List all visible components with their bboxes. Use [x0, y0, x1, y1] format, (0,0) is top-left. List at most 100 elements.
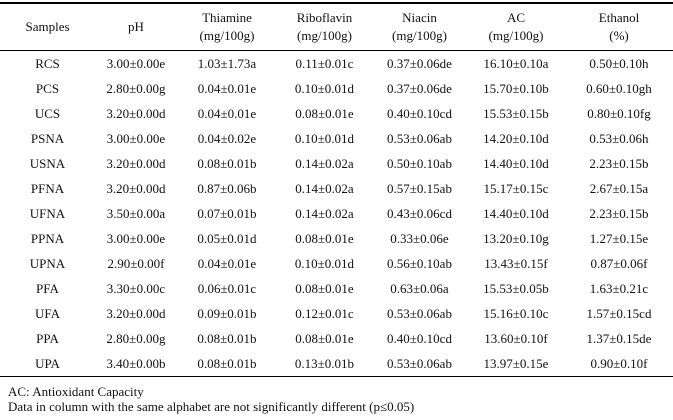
value-cell: 3.00±0.00e — [106, 230, 166, 246]
sample-name-cell: PPA — [36, 330, 59, 346]
value-cell: 0.50±0.10h — [589, 55, 649, 71]
data-table: Samples pH Thiamine (mg/100g) Riboflavin… — [0, 2, 673, 377]
value-cell: 3.50±0.00a — [106, 205, 166, 221]
value-cell: 13.43±0.15f — [484, 255, 548, 271]
table-row: UFNA 3.50±0.00a 0.07±0.01b 0.14±0.02a 0.43±0… — [0, 201, 673, 226]
table-row: USNA 3.20±0.00d 0.08±0.01b 0.14±0.02a 0.50±0… — [0, 151, 673, 176]
value-cell: 15.53±0.15b — [483, 105, 549, 121]
column-label: Thiamine — [202, 10, 252, 25]
value-cell: 1.63±0.21c — [589, 280, 649, 296]
column-header-ac: AC (mg/100g) — [467, 3, 565, 51]
column-label: AC — [506, 10, 526, 25]
value-cell: 0.04±0.01e — [197, 105, 257, 121]
value-cell: 1.03±1.73a — [197, 55, 257, 71]
value-cell: 0.56±0.10ab — [387, 255, 452, 271]
value-cell: 0.10±0.01d — [294, 80, 355, 96]
value-cell: 0.33±0.06e — [390, 230, 449, 246]
value-cell: 0.08±0.01e — [295, 280, 354, 296]
column-label: Niacin — [402, 10, 437, 25]
value-cell: 0.50±0.10ab — [387, 155, 452, 171]
column-unit: (mg/100g) — [488, 28, 544, 43]
value-cell: 0.04±0.02e — [197, 130, 257, 146]
column-header-ph: pH — [95, 3, 177, 51]
value-cell: 15.53±0.05b — [483, 280, 549, 296]
column-header-riboflavin: Riboflavin (mg/100g) — [277, 3, 372, 51]
sample-name-cell: UPNA — [29, 255, 66, 271]
table-body: RCS 3.00±0.00e 1.03±1.73a 0.11±0.01c 0.37±0.… — [0, 51, 673, 377]
sample-name-cell: PCS — [35, 80, 60, 96]
value-cell: 0.37±0.06de — [387, 80, 452, 96]
footnote-significance: Data in column with the same alphabet ar… — [8, 399, 415, 414]
value-cell: 0.07±0.01b — [197, 205, 257, 221]
sample-name-cell: UPA — [35, 355, 60, 371]
value-cell: 0.06±0.01c — [197, 280, 257, 296]
column-header-niacin: Niacin (mg/100g) — [372, 3, 467, 51]
value-cell: 14.20±0.10d — [483, 130, 549, 146]
value-cell: 0.53±0.06h — [589, 130, 649, 146]
value-cell: 15.16±0.10c — [483, 305, 549, 321]
sample-name-cell: PPNA — [30, 230, 65, 246]
footnotes: AC: Antioxidant Capacity Data in column … — [8, 384, 673, 414]
table-row: PPA 2.80±0.00g 0.08±0.01b 0.08±0.01e 0.40±0.… — [0, 326, 673, 351]
sample-name-cell: UCS — [34, 105, 61, 121]
value-cell: 13.20±0.10g — [483, 230, 549, 246]
column-header-ethanol: Ethanol (%) — [565, 3, 673, 51]
value-cell: 0.60±0.10gh — [586, 80, 652, 96]
value-cell: 2.67±0.15a — [589, 180, 649, 196]
table-row: PFNA 3.20±0.00d 0.87±0.06b 0.14±0.02a 0.57±0… — [0, 176, 673, 201]
column-header-samples: Samples — [0, 3, 95, 51]
table-row: RCS 3.00±0.00e 1.03±1.73a 0.11±0.01c 0.37±0.… — [0, 51, 673, 77]
table-row: PSNA 3.00±0.00e 0.04±0.02e 0.10±0.01d 0.53±0… — [0, 126, 673, 151]
sample-name-cell: PFNA — [30, 180, 65, 196]
column-label: Samples — [25, 19, 70, 34]
value-cell: 3.00±0.00e — [106, 130, 166, 146]
column-unit: (%) — [609, 28, 629, 43]
value-cell: 0.14±0.02a — [295, 180, 354, 196]
value-cell: 0.14±0.02a — [295, 155, 354, 171]
table-row: UFA 3.20±0.00d 0.09±0.01b 0.12±0.01c 0.53±0.… — [0, 301, 673, 326]
column-label: Riboflavin — [296, 10, 353, 25]
sample-name-cell: PFA — [36, 280, 59, 296]
sample-name-cell: PSNA — [30, 130, 65, 146]
value-cell: 3.20±0.00d — [106, 180, 166, 196]
table-row: PCS 2.80±0.00g 0.04±0.01e 0.10±0.01d 0.37±0.… — [0, 76, 673, 101]
value-cell: 0.13±0.01b — [294, 355, 355, 371]
table-header: Samples pH Thiamine (mg/100g) Riboflavin… — [0, 3, 673, 51]
value-cell: 0.63±0.06a — [390, 280, 449, 296]
column-unit: (mg/100g) — [199, 28, 255, 43]
value-cell: 0.11±0.01c — [295, 55, 354, 71]
value-cell: 14.40±0.10d — [483, 205, 549, 221]
value-cell: 0.09±0.01b — [197, 305, 257, 321]
value-cell: 0.90±0.10f — [590, 355, 648, 371]
sample-name-cell: UFA — [34, 305, 61, 321]
table-row: PFA 3.30±0.00c 0.06±0.01c 0.08±0.01e 0.63±0.… — [0, 276, 673, 301]
value-cell: 15.17±0.15c — [483, 180, 549, 196]
value-cell: 2.23±0.15b — [589, 205, 649, 221]
value-cell: 0.14±0.02a — [295, 205, 354, 221]
value-cell: 0.53±0.06ab — [387, 305, 452, 321]
value-cell: 2.80±0.00g — [106, 330, 166, 346]
value-cell: 0.08±0.01b — [197, 355, 257, 371]
value-cell: 0.87±0.06f — [590, 255, 648, 271]
value-cell: 0.08±0.01b — [197, 155, 257, 171]
value-cell: 0.08±0.01e — [295, 230, 354, 246]
value-cell: 0.10±0.01d — [294, 255, 355, 271]
value-cell: 0.08±0.01b — [197, 330, 257, 346]
value-cell: 0.37±0.06de — [387, 55, 452, 71]
column-header-thiamine: Thiamine (mg/100g) — [177, 3, 277, 51]
sample-name-cell: RCS — [35, 55, 60, 71]
value-cell: 1.57±0.15cd — [586, 305, 652, 321]
value-cell: 0.40±0.10cd — [387, 330, 452, 346]
table-row: PPNA 3.00±0.00e 0.05±0.01d 0.08±0.01e 0.33±0… — [0, 226, 673, 251]
value-cell: 0.53±0.06ab — [387, 355, 452, 371]
value-cell: 3.30±0.00c — [106, 280, 166, 296]
value-cell: 3.20±0.00d — [106, 305, 166, 321]
value-cell: 13.60±0.10f — [484, 330, 548, 346]
value-cell: 0.08±0.01e — [295, 105, 354, 121]
table-row: UCS 3.20±0.00d 0.04±0.01e 0.08±0.01e 0.40±0.… — [0, 101, 673, 126]
sample-name-cell: UFNA — [29, 205, 66, 221]
value-cell: 0.04±0.01e — [197, 255, 257, 271]
value-cell: 0.04±0.01e — [197, 80, 257, 96]
value-cell: 13.97±0.15e — [483, 355, 549, 371]
footnote-ac-definition: AC: Antioxidant Capacity — [8, 384, 144, 399]
